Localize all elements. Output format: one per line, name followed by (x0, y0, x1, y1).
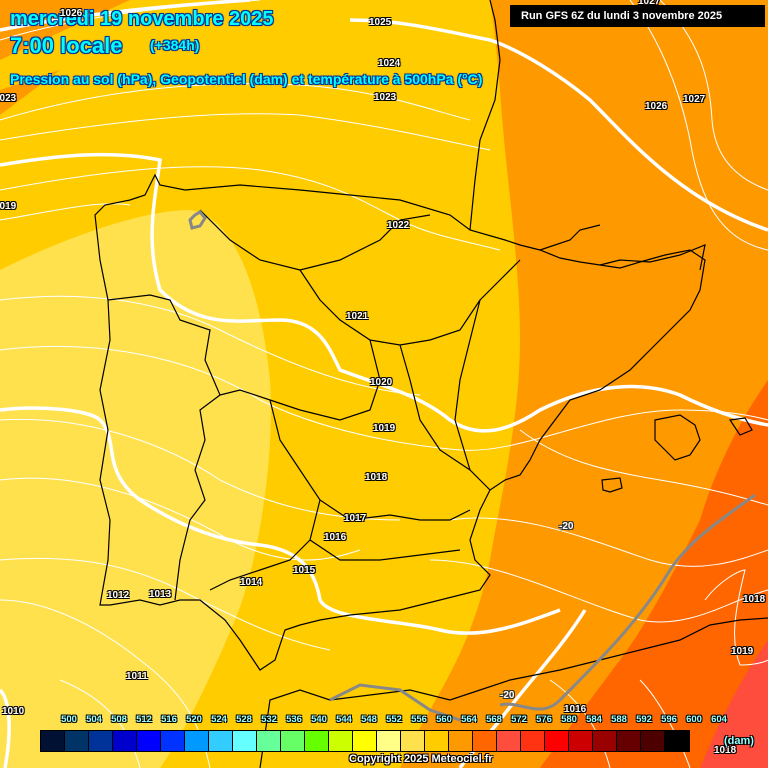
map-subtitle: Pression au sol (hPa), Geopotentiel (dam… (10, 71, 483, 87)
pressure-label: 1016 (324, 532, 347, 543)
legend-swatch (593, 731, 617, 751)
legend-tick: 568 (486, 714, 502, 725)
legend-swatch (641, 731, 665, 751)
forecast-lead-time: (+384h) (150, 37, 200, 53)
pressure-label: 1018 (365, 472, 388, 483)
pressure-label: 1020 (370, 377, 393, 388)
pressure-label: 1027 (683, 94, 706, 105)
band-572 (700, 640, 768, 768)
legend-unit: (dam) (724, 735, 754, 747)
legend-swatch (89, 731, 113, 751)
legend-swatch (305, 731, 329, 751)
legend-swatch (545, 731, 569, 751)
pressure-label: 1023 (0, 93, 17, 104)
band-556 (0, 210, 271, 768)
legend-tick: 516 (161, 714, 177, 725)
legend-tick: 544 (336, 714, 352, 725)
temperature-label: -20 (559, 521, 574, 532)
legend-tick: 548 (361, 714, 377, 725)
pressure-label: 1014 (240, 577, 263, 588)
pressure-label: 1019 (0, 201, 17, 212)
pressure-label: 1019 (373, 423, 396, 434)
legend-tick: 600 (686, 714, 702, 725)
pressure-label: 1019 (731, 646, 754, 657)
pressure-label: 1015 (293, 565, 316, 576)
pressure-label: 1018 (743, 594, 766, 605)
legend-swatch (209, 731, 233, 751)
legend-swatch (185, 731, 209, 751)
pressure-label: 1011 (126, 671, 148, 682)
legend-tick: 508 (111, 714, 127, 725)
legend-swatch (329, 731, 353, 751)
legend-swatch (161, 731, 185, 751)
legend-tick: 536 (286, 714, 302, 725)
legend-tick: 552 (386, 714, 402, 725)
legend-tick: 504 (86, 714, 102, 725)
legend-tick: 532 (261, 714, 277, 725)
legend-swatch (41, 731, 65, 751)
legend-tick: 596 (661, 714, 677, 725)
legend-tick: 572 (511, 714, 527, 725)
forecast-time: 7:00 locale (10, 33, 123, 58)
legend-swatch (521, 731, 545, 751)
legend-swatch (497, 731, 521, 751)
pressure-label: 1017 (344, 513, 367, 524)
pressure-label: 1025 (369, 17, 392, 28)
temperature-label: -20 (500, 690, 515, 701)
legend-tick: 604 (711, 714, 727, 725)
pressure-label: 1013 (149, 589, 172, 600)
legend-swatch (449, 731, 473, 751)
legend-tick: 528 (236, 714, 252, 725)
legend-tick: 540 (311, 714, 327, 725)
band-568 (540, 380, 768, 768)
legend-swatch (617, 731, 641, 751)
coastlines (94, 0, 768, 768)
legend-swatch (65, 731, 89, 751)
legend-swatch (425, 731, 449, 751)
pressure-label: 1022 (387, 220, 410, 231)
legend-swatch (401, 731, 425, 751)
pressure-label: 1024 (378, 58, 401, 69)
pressure-label: 1010 (2, 706, 25, 717)
legend-tick: 524 (211, 714, 227, 725)
isotherms (188, 210, 756, 722)
legend-tick: 560 (436, 714, 452, 725)
pressure-label: 1026 (60, 8, 83, 19)
legend-swatch (113, 731, 137, 751)
legend-swatch (281, 731, 305, 751)
pressure-label: 1026 (645, 101, 668, 112)
legend-tick: 576 (536, 714, 552, 725)
legend-swatch (257, 731, 281, 751)
legend-swatch (665, 731, 689, 751)
legend-tick: 500 (61, 714, 77, 725)
legend-swatch (353, 731, 377, 751)
pressure-label: 1016 (564, 704, 587, 715)
pressure-label: 1027 (638, 0, 661, 7)
legend-swatch (233, 731, 257, 751)
model-run-info: Run GFS 6Z du lundi 3 novembre 2025 (510, 5, 765, 27)
legend-swatch (473, 731, 497, 751)
pressure-label: 1021 (346, 311, 369, 322)
legend-tick: 512 (136, 714, 152, 725)
legend-tick: 592 (636, 714, 652, 725)
legend-swatch (569, 731, 593, 751)
legend-tick: 556 (411, 714, 427, 725)
pressure-label: 1012 (107, 590, 130, 601)
legend-colorbar (40, 730, 690, 752)
legend-tick: 580 (561, 714, 577, 725)
pressure-label: 1023 (374, 92, 397, 103)
legend-swatch (377, 731, 401, 751)
legend-tick: 584 (586, 714, 602, 725)
legend-swatch (137, 731, 161, 751)
legend-tick: 564 (461, 714, 477, 725)
legend-tick: 520 (186, 714, 202, 725)
copyright: Copyright 2025 Meteociel.fr (349, 753, 493, 765)
forecast-date: mercredi 19 novembre 2025 (10, 8, 274, 30)
legend-tick: 588 (611, 714, 627, 725)
pressure-label: 1018 (714, 745, 737, 756)
